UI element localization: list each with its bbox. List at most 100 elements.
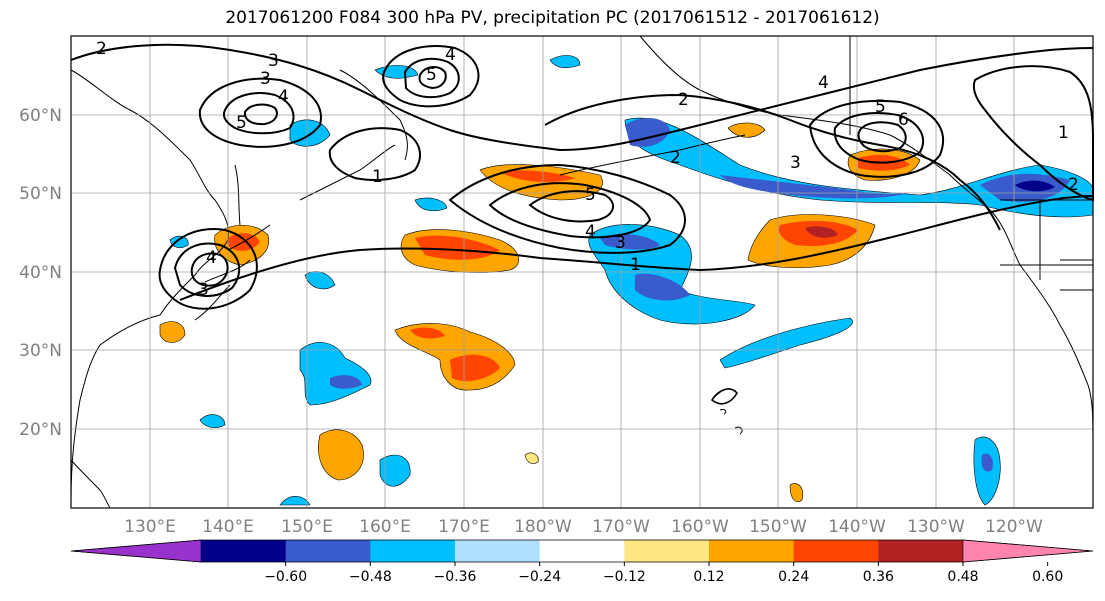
colorbar-outline: [70, 539, 1094, 563]
precip-shading: [159, 55, 1094, 506]
lat-tick-labels: 60°N 50°N 40°N 30°N 20°N: [19, 106, 62, 440]
neg-west-sub-core: [330, 375, 362, 389]
lat-label-40N: 40°N: [19, 263, 62, 283]
colorbar-label: 0.36: [863, 569, 894, 585]
pv-contour-hawaii: [710, 388, 738, 405]
lat-label-20N: 20°N: [19, 420, 62, 440]
lon-label-140E: 140°E: [202, 517, 254, 537]
pv-label-4-central: 4: [585, 222, 596, 242]
sakhalin: [234, 164, 241, 226]
neg-small-3: [279, 496, 311, 506]
pv-label-1-mid: 1: [372, 167, 383, 187]
lon-tick-labels: 130°E 140°E 150°E 160°E 170°E 180°W 170°…: [124, 517, 1043, 537]
colorbar-label: 0.48: [947, 569, 978, 585]
lat-label-30N: 30°N: [19, 341, 62, 361]
pv-label-3-b: 3: [260, 69, 271, 89]
colorbar-cells: [70, 539, 1094, 563]
lon-label-150E: 150°E: [281, 517, 333, 537]
colorbar-cell: [624, 540, 710, 562]
pv-contour-north-ring2: [403, 57, 460, 99]
pv-label-2-aleutian: 2: [670, 148, 681, 168]
pv-labels: 2 3 3 4 4 5 1 5 4 3 1 2 2 3 4 5 6 1 2 4 …: [96, 39, 1079, 300]
japan-south: [194, 284, 231, 321]
lat-label-50N: 50°N: [19, 184, 62, 204]
lon-label-130E: 130°E: [124, 517, 176, 537]
lon-label-160W: 160°W: [671, 517, 729, 537]
pv-label-4-east: 4: [818, 73, 829, 93]
lon-label-170W: 170°W: [592, 517, 650, 537]
colorbar-cell: [539, 540, 625, 562]
pos-north-mid-core: [500, 170, 575, 183]
colorbar-labels: −0.60 −0.48 −0.36 −0.24 −0.12 0.12 0.24 0.36 0.4…: [264, 562, 1063, 585]
neg-north-small3: [549, 55, 581, 69]
aleutians: [559, 134, 746, 176]
pv-contour-jet-1: [179, 195, 1094, 301]
lat-label-60N: 60°N: [19, 106, 62, 126]
colorbar-label: −0.36: [434, 569, 477, 585]
pv-contours: [70, 43, 1094, 405]
kamchatka: [339, 69, 408, 161]
lon-label-150W: 150°W: [749, 517, 807, 537]
neg-west-sub: [299, 342, 372, 406]
lon-label-170E: 170°E: [438, 517, 490, 537]
pv-contour-middle: [328, 127, 421, 181]
pos-sub-1-core2: [450, 354, 500, 382]
colorbar-label: −0.24: [518, 569, 561, 585]
map-panel: 2 3 3 4 4 5 1 5 4 3 1 2 2 3 4 5 6 1 2 4 …: [70, 35, 1094, 509]
pos-mid-pac-1-core: [415, 235, 500, 260]
pos-aleutian: [727, 122, 766, 138]
neg-central-core: [600, 234, 660, 250]
colorbar-cell: [709, 540, 795, 562]
neg-small-4: [414, 197, 448, 212]
colorbar-extend-low: [70, 539, 202, 563]
lon-label-180W: 180°W: [514, 517, 572, 537]
pos-east-mid-core2: [805, 226, 838, 238]
pv-label-4-japan: 4: [206, 248, 217, 268]
pv-label-2-nw: 2: [96, 39, 107, 59]
neg-gulf-core2: [1015, 180, 1055, 192]
pv-label-5-alaska: 5: [875, 97, 886, 117]
pos-sub-1-core: [410, 327, 445, 339]
pv-contour-japan-inner: [190, 252, 229, 287]
lon-label-160E: 160°E: [359, 517, 411, 537]
pos-small-3: [524, 452, 539, 464]
pv-contour-alaska-outer: [808, 99, 945, 178]
pv-contour-alaska-mid: [833, 112, 925, 164]
colorbar-cell: [793, 540, 879, 562]
alaska: [639, 35, 991, 211]
north-america-coast: [989, 209, 1094, 441]
colorbar-extend-high: [962, 539, 1094, 563]
pv-label-3-a: 3: [268, 51, 279, 71]
pos-small-1: [159, 321, 186, 343]
pv-label-6-alaska: 6: [898, 110, 909, 130]
colorbar-cell: [370, 540, 456, 562]
lon-label-130W: 130°W: [907, 517, 965, 537]
colorbar-label: 0.60: [1032, 569, 1063, 585]
lon-label-120W: 120°W: [985, 517, 1043, 537]
colorbar: −0.60 −0.48 −0.36 −0.24 −0.12 0.12 0.24 0.36 0.4…: [70, 539, 1094, 585]
pv-label-5-central: 5: [585, 185, 596, 205]
pv-contour-5-central: [528, 190, 614, 223]
pv-label-2-east: 2: [678, 90, 689, 110]
neg-central-core2: [635, 273, 690, 301]
pos-small-2: [789, 483, 803, 502]
pv-label-5-nw: 5: [236, 113, 247, 133]
neg-band-north-core: [720, 175, 910, 199]
pv-contour-nw-outer: [198, 77, 322, 148]
colorbar-label: −0.60: [264, 569, 307, 585]
neg-small-1: [199, 414, 226, 429]
colorbar-label: −0.48: [349, 569, 392, 585]
colorbar-cell: [878, 540, 964, 562]
pv-contour-4-central: [488, 182, 652, 239]
pv-contour-2-east: [544, 93, 1001, 231]
colorbar-label: −0.12: [603, 569, 646, 585]
pv-contour-japan-outer: [158, 228, 258, 310]
colorbar-label: 0.24: [778, 569, 809, 585]
pv-contour-japan-mid: [173, 242, 241, 297]
colorbar-label: 0.12: [693, 569, 724, 585]
pv-contour-north-ring3: [418, 66, 447, 90]
map-title: 2017061200 F084 300 hPa PV, precipitatio…: [225, 8, 880, 28]
map-frame: [70, 35, 1094, 509]
us-states: [1000, 200, 1093, 291]
